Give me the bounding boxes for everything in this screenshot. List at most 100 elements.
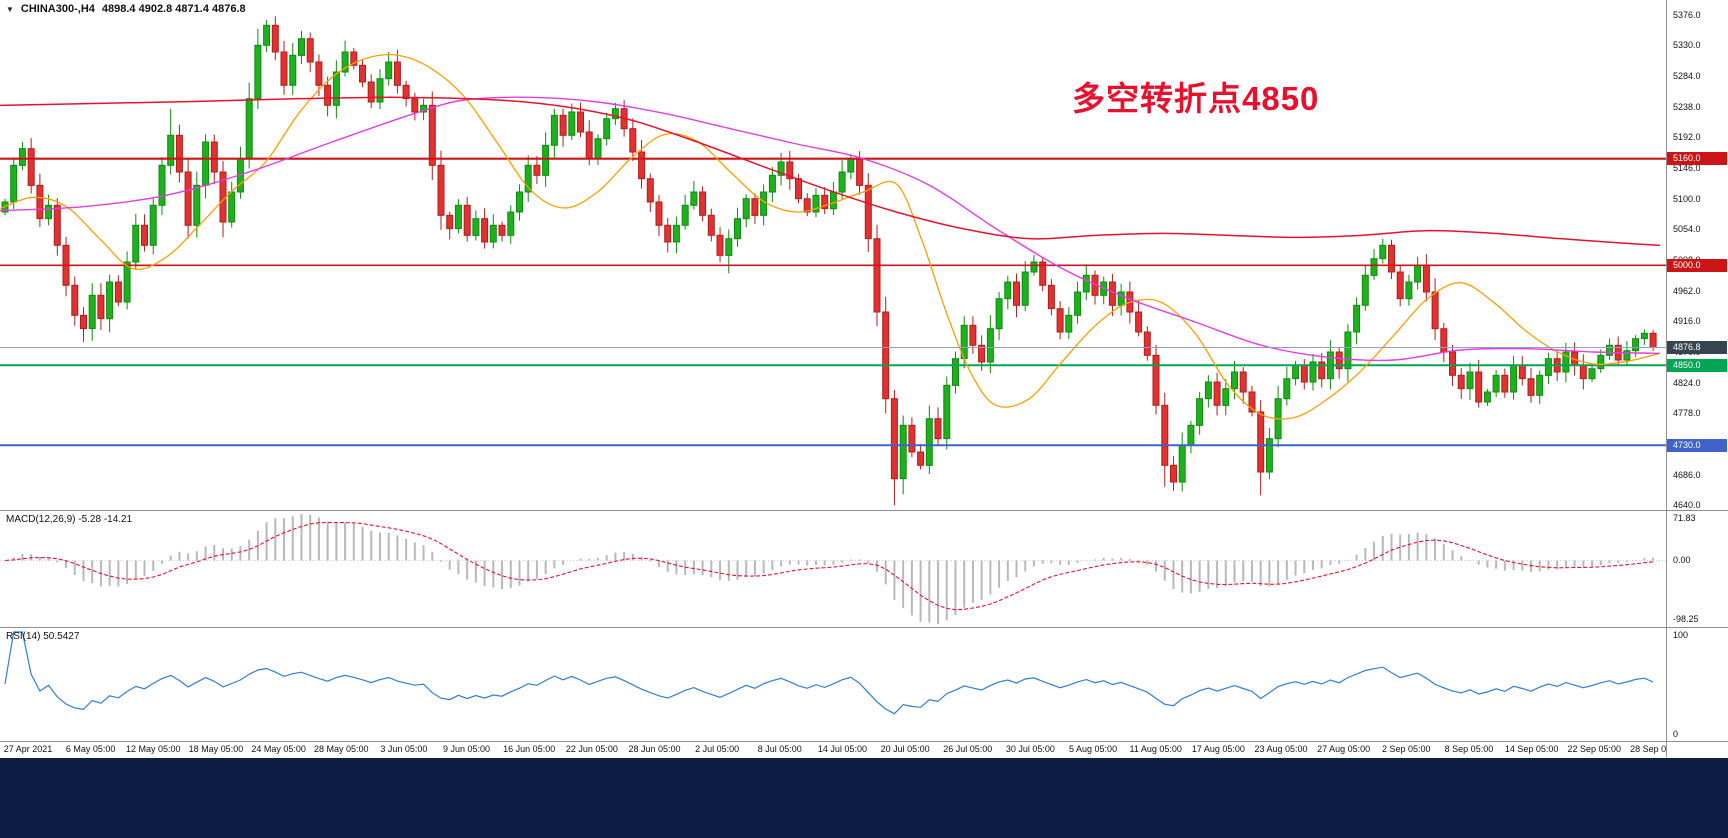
- candle-body: [106, 281, 114, 320]
- candle-body: [298, 38, 305, 56]
- candle-body: [1039, 261, 1047, 286]
- candle-body: [53, 204, 61, 246]
- time-axis-label: 11 Aug 05:00: [1129, 744, 1182, 754]
- candle-body: [1013, 281, 1020, 306]
- candle-body: [707, 214, 715, 236]
- candle-body: [1527, 378, 1535, 396]
- candle-body: [1231, 371, 1238, 390]
- time-axis-label: 17 Aug 05:00: [1191, 744, 1245, 754]
- time-axis-label: 20 Jul 05:00: [880, 744, 930, 754]
- candle-body: [263, 24, 271, 46]
- candle-body: [1396, 271, 1404, 300]
- candle-body: [1483, 391, 1491, 403]
- candle-body: [1440, 328, 1448, 353]
- candle-body: [324, 84, 332, 106]
- macd-histogram-group: [12, 514, 1655, 624]
- candle-body: [742, 198, 750, 220]
- candle-body: [1405, 281, 1413, 300]
- price-tick-label: 5146.0: [1673, 163, 1701, 173]
- time-axis-label: 6 May 05:00: [65, 744, 116, 754]
- candle-body: [559, 114, 567, 136]
- candle-body: [1579, 364, 1587, 380]
- price-tick-label: 4778.0: [1673, 408, 1701, 419]
- candle-body: [734, 218, 741, 240]
- time-axis-label: 28 Jun 05:00: [628, 744, 681, 754]
- level-price-badge: 5000.0: [1667, 258, 1727, 272]
- chart-annotation-text: 多空转折点4850: [1072, 80, 1320, 117]
- time-axis-label: 23 Aug 05:00: [1254, 744, 1308, 754]
- candle-body: [952, 358, 959, 386]
- candle-body: [306, 38, 314, 63]
- time-axis-label: 14 Sep 05:00: [1504, 744, 1559, 754]
- candle-body: [672, 224, 680, 243]
- candle-body: [638, 151, 646, 180]
- level-price-badge: 5160.0: [1667, 152, 1727, 166]
- candle-body: [577, 111, 584, 133]
- candle-body: [463, 204, 471, 236]
- macd-axis[interactable]: 71.83 0.00 -98.25: [1667, 511, 1728, 627]
- panel-divider: [0, 627, 1728, 628]
- candle-body: [533, 164, 541, 176]
- candle-body: [760, 191, 768, 216]
- price-tick-label: 4916.0: [1673, 316, 1701, 327]
- candle-body: [986, 328, 994, 363]
- candle-body: [1344, 331, 1352, 370]
- candle-body: [280, 51, 288, 86]
- candle-body: [498, 224, 506, 236]
- rsi-line: [4, 631, 1654, 715]
- candle-body: [1283, 378, 1291, 400]
- price-tick-label: 4686.0: [1673, 469, 1701, 480]
- candle-body: [1466, 371, 1474, 390]
- macd-canvas[interactable]: [0, 511, 1666, 627]
- rsi-axis[interactable]: 100 0: [1667, 628, 1728, 741]
- candle-body: [341, 51, 349, 73]
- candle-body: [882, 311, 890, 400]
- candle-body: [1265, 438, 1273, 473]
- candle-body: [1213, 381, 1221, 406]
- candle-body: [359, 64, 366, 83]
- candle-body: [132, 224, 140, 263]
- candle-body: [1309, 361, 1317, 383]
- candle-body: [45, 204, 53, 220]
- candle-body: [402, 84, 410, 100]
- time-axis-label: 18 May 05:00: [188, 744, 244, 754]
- price-axis[interactable]: 5376.0 5330.0 5284.0 5238.0 5192.0 5146.0 5100…: [1667, 0, 1728, 757]
- main-chart-canvas[interactable]: [0, 0, 1666, 510]
- candle-body: [1178, 444, 1186, 483]
- candle-body: [1292, 364, 1300, 380]
- symbol-dropdown-icon[interactable]: ▼: [6, 4, 14, 14]
- macd-axis-label: 0.00: [1673, 555, 1691, 566]
- candle-body: [141, 224, 148, 246]
- time-axis-label: 16 Jun 05:00: [503, 744, 556, 754]
- candle-body: [114, 281, 122, 303]
- candle-body: [1161, 404, 1169, 466]
- candle-body: [289, 54, 297, 86]
- bid-price-badge: 4876.8: [1667, 340, 1727, 354]
- candle-body: [594, 138, 602, 160]
- rsi-indicator-label: RSI(14) 50.5427: [6, 631, 80, 642]
- candle-body: [516, 191, 523, 213]
- candle-body: [725, 238, 733, 256]
- candle-body: [934, 418, 942, 440]
- candle-body: [1047, 284, 1055, 310]
- candle-body: [1501, 374, 1509, 393]
- candle-body: [646, 178, 654, 203]
- candle-body: [899, 424, 907, 480]
- rsi-canvas[interactable]: [0, 628, 1666, 741]
- price-tick-label: 5238.0: [1673, 101, 1701, 112]
- time-axis[interactable]: 27 Apr 2021 6 May 05:00 12 May 05:00 18 May…: [0, 742, 1684, 757]
- price-tick-label: 5100.0: [1673, 193, 1701, 204]
- candle-body: [1606, 344, 1613, 356]
- candle-body: [184, 171, 192, 226]
- price-tick-label: 5192.0: [1673, 132, 1701, 143]
- candle-body: [1649, 332, 1657, 348]
- time-axis-label: 22 Jun 05:00: [565, 744, 618, 754]
- candle-body: [175, 134, 183, 173]
- candle-body: [568, 111, 576, 136]
- candle-body: [1318, 361, 1326, 380]
- time-axis-label: 24 May 05:00: [251, 744, 306, 754]
- level-price-badge: 4730.0: [1667, 438, 1727, 452]
- candle-body: [36, 184, 44, 220]
- candle-body: [716, 234, 724, 256]
